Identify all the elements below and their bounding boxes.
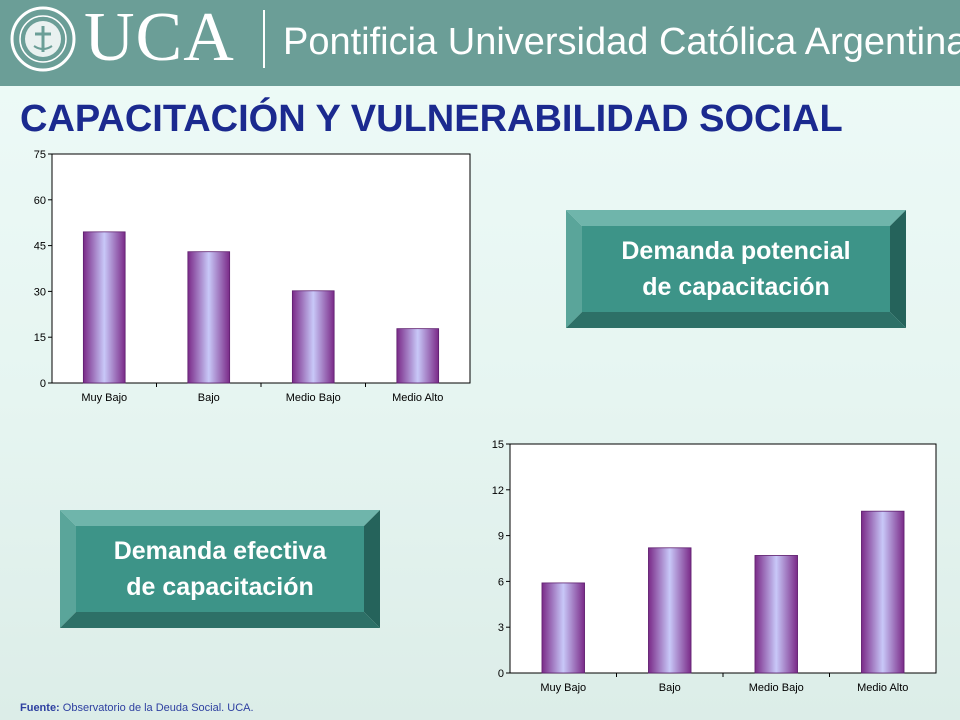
y-tick-label: 75 (34, 149, 46, 161)
box-label: Demanda potencial de capacitación (566, 210, 906, 328)
y-tick-label: 6 (498, 576, 504, 588)
page-title: CAPACITACIÓN Y VULNERABILIDAD SOCIAL (20, 98, 843, 140)
header-divider (263, 10, 265, 68)
x-tick-label: Medio Bajo (749, 682, 804, 694)
bar-bajo (187, 251, 231, 384)
bar-medio-alto (396, 328, 440, 384)
y-tick-label: 12 (492, 485, 504, 497)
x-tick-label: Medio Bajo (286, 392, 341, 404)
y-tick-label: 3 (498, 622, 504, 634)
bar-medio-bajo (291, 290, 335, 384)
bevel-frame (566, 210, 906, 328)
box-label: Demanda efectiva de capacitación (60, 510, 380, 628)
chart-demanda-potencial: 0 15 30 45 60 75 Muy Bajo Bajo Medio Bajo Medio A… (34, 149, 471, 404)
label-box-demanda-potencial: Demanda potencial de capacitación (566, 210, 906, 328)
source-text: Observatorio de la Deuda Social. UCA. (62, 702, 254, 714)
x-tick-label: Muy Bajo (81, 392, 127, 404)
source-note: Fuente: Observatorio de la Deuda Social.… (20, 702, 254, 714)
label-box-demanda-efectiva: Demanda efectiva de capacitación (60, 510, 380, 628)
y-tick-label: 15 (492, 439, 504, 451)
y-tick-label: 0 (40, 378, 46, 390)
x-tick-label: Medio Alto (857, 682, 908, 694)
box-label-line2: de capacitación (642, 273, 830, 301)
source-label: Fuente: (20, 702, 60, 714)
x-tick-label: Muy Bajo (540, 682, 586, 694)
x-tick-label: Bajo (198, 392, 220, 404)
bevel-frame (60, 510, 380, 628)
bar-medio-alto (861, 510, 905, 674)
university-name: Pontificia Universidad Católica Argentin… (283, 21, 960, 63)
y-tick-label: 45 (34, 241, 46, 253)
y-tick-label: 30 (34, 286, 46, 298)
x-tick-label: Medio Alto (392, 392, 443, 404)
box-label-line1: Demanda potencial (621, 237, 851, 265)
x-tick-label: Bajo (659, 682, 681, 694)
y-tick-label: 60 (34, 195, 46, 207)
university-seal-icon (10, 6, 76, 72)
header-banner: UCA Pontificia Universidad Católica Arge… (0, 0, 960, 86)
bar-muy-bajo (82, 231, 126, 384)
y-tick-label: 0 (498, 668, 504, 680)
box-label-line1: Demanda efectiva (113, 537, 327, 565)
uca-logo-text: UCA (84, 0, 235, 76)
chart-demanda-efectiva: 0 3 6 9 12 15 Muy Bajo Bajo Medio Bajo Medio Alto (492, 439, 937, 694)
y-tick-label: 15 (34, 332, 46, 344)
y-tick-label: 9 (498, 531, 504, 543)
bar-bajo (648, 547, 692, 674)
bar-muy-bajo (541, 582, 585, 674)
box-label-line2: de capacitación (126, 573, 314, 601)
bar-medio-bajo (754, 555, 798, 674)
